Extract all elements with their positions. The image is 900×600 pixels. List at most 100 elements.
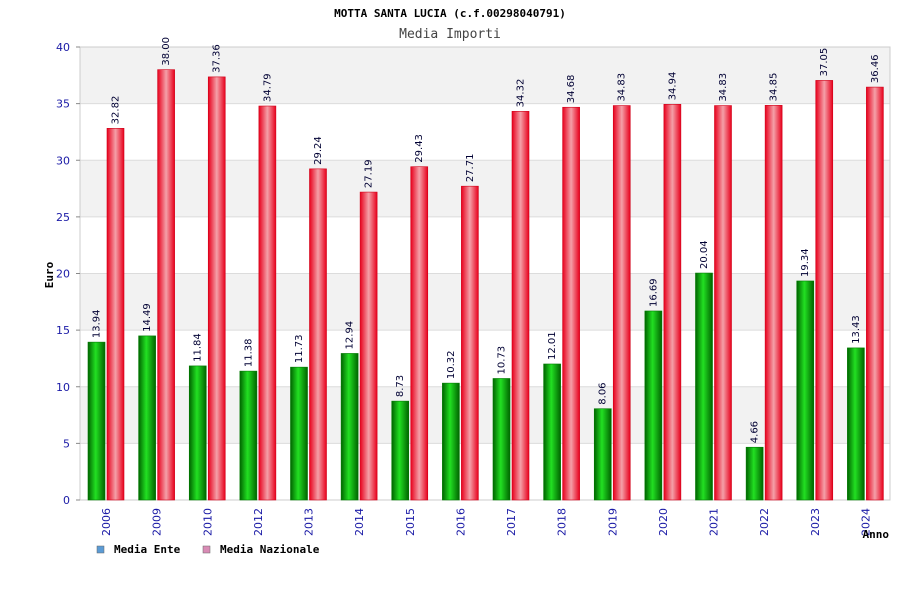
bar-media-ente-2015: [391, 400, 410, 501]
chart-subtitle: Media Importi: [399, 27, 501, 42]
bar-media-nazionale-2006: [106, 128, 125, 501]
data-label: 27.71: [465, 154, 476, 183]
x-tick-label: 2023: [809, 508, 822, 536]
bar-media-nazionale-2012: [258, 105, 277, 501]
data-label: 34.83: [617, 73, 628, 102]
y-tick-label: 25: [56, 211, 70, 224]
data-label: 14.49: [142, 303, 153, 332]
data-label: 12.94: [345, 321, 356, 350]
legend: Media Ente Media Nazionale: [96, 543, 320, 556]
data-label: 37.36: [212, 44, 223, 73]
bar-media-nazionale-2024: [866, 86, 884, 501]
bar-media-nazionale-2013: [309, 168, 327, 501]
data-label: 11.38: [243, 338, 254, 367]
data-label: 10.73: [497, 346, 508, 375]
data-label: 11.73: [294, 335, 305, 364]
x-tick-label: 2020: [657, 508, 670, 536]
x-tick-label: 2018: [556, 508, 569, 536]
bar-media-nazionale-2014: [359, 191, 378, 501]
data-label: 12.01: [547, 331, 558, 360]
data-label: 13.94: [92, 309, 103, 338]
x-tick-label: 2017: [505, 508, 518, 536]
bar-media-nazionale-2019: [612, 105, 631, 501]
y-tick-label: 30: [56, 154, 70, 167]
bar-media-ente-2019: [593, 408, 612, 501]
bar-media-ente-2013: [290, 366, 308, 501]
data-label: 34.68: [566, 75, 577, 104]
y-tick-label: 5: [63, 437, 70, 450]
bar-media-ente-2012: [239, 370, 258, 501]
data-label: 11.84: [193, 333, 204, 362]
bar-media-nazionale-2010: [207, 76, 226, 501]
y-tick-label: 0: [63, 494, 70, 507]
plot-background: [79, 46, 891, 501]
legend-swatch: [96, 545, 105, 554]
data-label: 8.06: [598, 382, 609, 404]
bar-media-nazionale-2022: [764, 105, 783, 501]
x-axis: 2006 2009 2010 2012 2013 2014 2015 2016 2017 2018…: [100, 508, 872, 536]
bar-media-nazionale-2018: [562, 106, 580, 501]
legend-label: Media Ente: [114, 543, 181, 556]
bar-media-ente-2006: [87, 341, 106, 501]
bar-media-ente-2017: [492, 378, 511, 501]
data-label: 37.05: [819, 48, 830, 77]
x-tick-label: 2006: [100, 508, 113, 536]
y-axis: 0 5 10 15 20 25 30 35 40: [56, 41, 80, 507]
data-label: 19.34: [800, 248, 811, 277]
data-label: 4.66: [750, 421, 761, 443]
x-tick-label: 2012: [252, 508, 265, 536]
data-label: 29.24: [313, 136, 324, 165]
bar-media-ente-2022: [745, 446, 764, 501]
data-label: 34.94: [667, 72, 678, 101]
x-tick-label: 2021: [708, 508, 721, 536]
bars: 13.94 32.82 14.49 38.00 11.84 37.36 11.38 34.79…: [87, 37, 884, 501]
data-label: 20.04: [699, 240, 710, 269]
y-tick-label: 10: [56, 381, 70, 394]
bar-media-ente-2024: [847, 347, 865, 501]
data-label: 34.85: [769, 73, 780, 102]
y-tick-label: 40: [56, 41, 70, 54]
bar-media-nazionale-2015: [410, 166, 429, 501]
bar-media-ente-2023: [796, 280, 815, 501]
data-label: 10.32: [446, 350, 457, 379]
legend-label: Media Nazionale: [220, 543, 320, 556]
data-label: 8.73: [395, 375, 406, 397]
bar-media-ente-2010: [188, 365, 207, 501]
x-tick-label: 2010: [201, 508, 214, 536]
data-label: 38.00: [161, 37, 172, 66]
x-tick-label: 2014: [353, 508, 366, 536]
bar-media-nazionale-2017: [511, 111, 530, 501]
data-label: 34.83: [718, 73, 729, 102]
bar-media-ente-2018: [543, 363, 561, 501]
data-label: 34.32: [516, 79, 527, 108]
x-tick-label: 2016: [454, 508, 467, 536]
x-tick-label: 2013: [303, 508, 316, 536]
y-tick-label: 35: [56, 98, 70, 111]
data-label: 27.19: [364, 159, 375, 188]
bar-media-ente-2016: [442, 382, 460, 501]
bar-media-nazionale-2020: [663, 104, 682, 501]
bar-media-nazionale-2021: [714, 105, 732, 501]
bar-media-ente-2009: [138, 335, 156, 501]
data-label: 34.79: [262, 73, 273, 102]
y-tick-label: 20: [56, 268, 70, 281]
bar-media-ente-2020: [644, 310, 663, 501]
x-tick-label: 2015: [404, 508, 417, 536]
data-label: 32.82: [111, 96, 122, 125]
x-tick-label: 2019: [606, 508, 619, 536]
bar-media-nazionale-2016: [461, 185, 479, 501]
chart-title: MOTTA SANTA LUCIA (c.f.00298040791): [334, 7, 566, 20]
x-tick-label: 2024: [859, 508, 872, 536]
bar-media-nazionale-2023: [815, 80, 834, 501]
data-label: 29.43: [414, 134, 425, 163]
data-label: 36.46: [870, 54, 881, 83]
x-tick-label: 2009: [151, 508, 164, 536]
bar-media-nazionale-2009: [157, 69, 175, 501]
legend-swatch: [202, 545, 211, 554]
y-tick-label: 15: [56, 324, 70, 337]
bar-media-ente-2014: [340, 353, 359, 501]
x-axis-label: Anno: [863, 528, 890, 541]
data-label: 16.69: [648, 278, 659, 307]
data-label: 13.43: [851, 315, 862, 344]
